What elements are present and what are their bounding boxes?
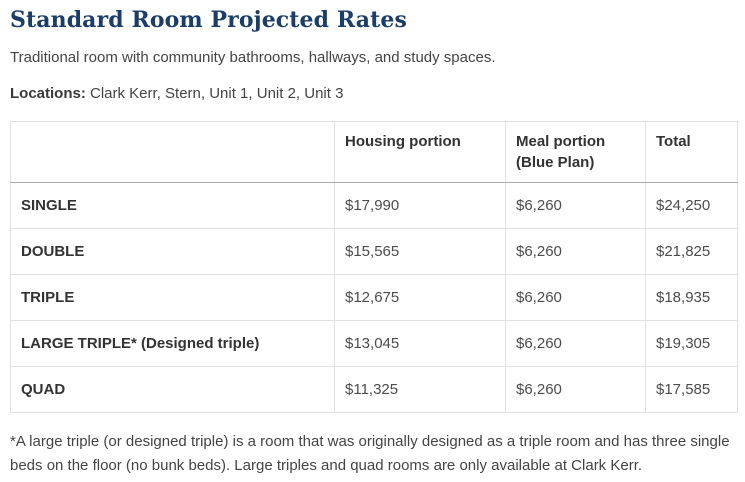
room-type-cell: QUAD <box>10 366 335 414</box>
table-row-quad: QUAD $11,325 $6,260 $17,585 <box>10 366 738 414</box>
locations-value: Clark Kerr, Stern, Unit 1, Unit 2, Unit … <box>85 84 344 102</box>
meal-cell: $6,260 <box>505 182 646 230</box>
room-type-cell: SINGLE <box>10 182 335 230</box>
room-type-cell: LARGE TRIPLE* (Designed triple) <box>10 320 335 368</box>
locations-line: Locations: Clark Kerr, Stern, Unit 1, Un… <box>10 84 737 104</box>
header-total: Total <box>645 120 738 184</box>
table-row-large-triple: LARGE TRIPLE* (Designed triple) $13,045 … <box>10 320 738 368</box>
header-room-type <box>10 120 335 184</box>
meal-cell: $6,260 <box>505 274 646 322</box>
header-meal-portion: Meal portion (Blue Plan) <box>505 120 646 184</box>
housing-cell: $15,565 <box>334 228 506 276</box>
total-cell: $18,935 <box>645 274 738 322</box>
meal-cell: $6,260 <box>505 320 646 368</box>
header-housing-portion: Housing portion <box>334 120 506 184</box>
housing-cell: $11,325 <box>334 366 506 414</box>
meal-cell: $6,260 <box>505 228 646 276</box>
total-cell: $24,250 <box>645 182 738 230</box>
locations-label: Locations: <box>10 84 86 102</box>
room-description: Traditional room with community bathroom… <box>10 49 496 67</box>
rates-table: Housing portion Meal portion (Blue Plan)… <box>10 120 738 414</box>
large-triple-footnote: *A large triple (or designed triple) is … <box>10 433 730 474</box>
table-row-double: DOUBLE $15,565 $6,260 $21,825 <box>10 228 738 276</box>
housing-cell: $17,990 <box>334 182 506 230</box>
room-type-cell: DOUBLE <box>10 228 335 276</box>
meal-cell: $6,260 <box>505 366 646 414</box>
room-type-cell: TRIPLE <box>10 274 335 322</box>
page-title: Standard Room Projected Rates <box>10 7 407 33</box>
total-cell: $21,825 <box>645 228 738 276</box>
standard-room-rates-section: Standard Room Projected Rates Traditiona… <box>0 7 745 477</box>
total-cell: $19,305 <box>645 320 738 368</box>
total-cell: $17,585 <box>645 366 738 414</box>
table-row-triple: TRIPLE $12,675 $6,260 $18,935 <box>10 274 738 322</box>
table-row-single: SINGLE $17,990 $6,260 $24,250 <box>10 182 738 230</box>
housing-cell: $12,675 <box>334 274 506 322</box>
table-header-row: Housing portion Meal portion (Blue Plan)… <box>10 120 738 184</box>
housing-cell: $13,045 <box>334 320 506 368</box>
